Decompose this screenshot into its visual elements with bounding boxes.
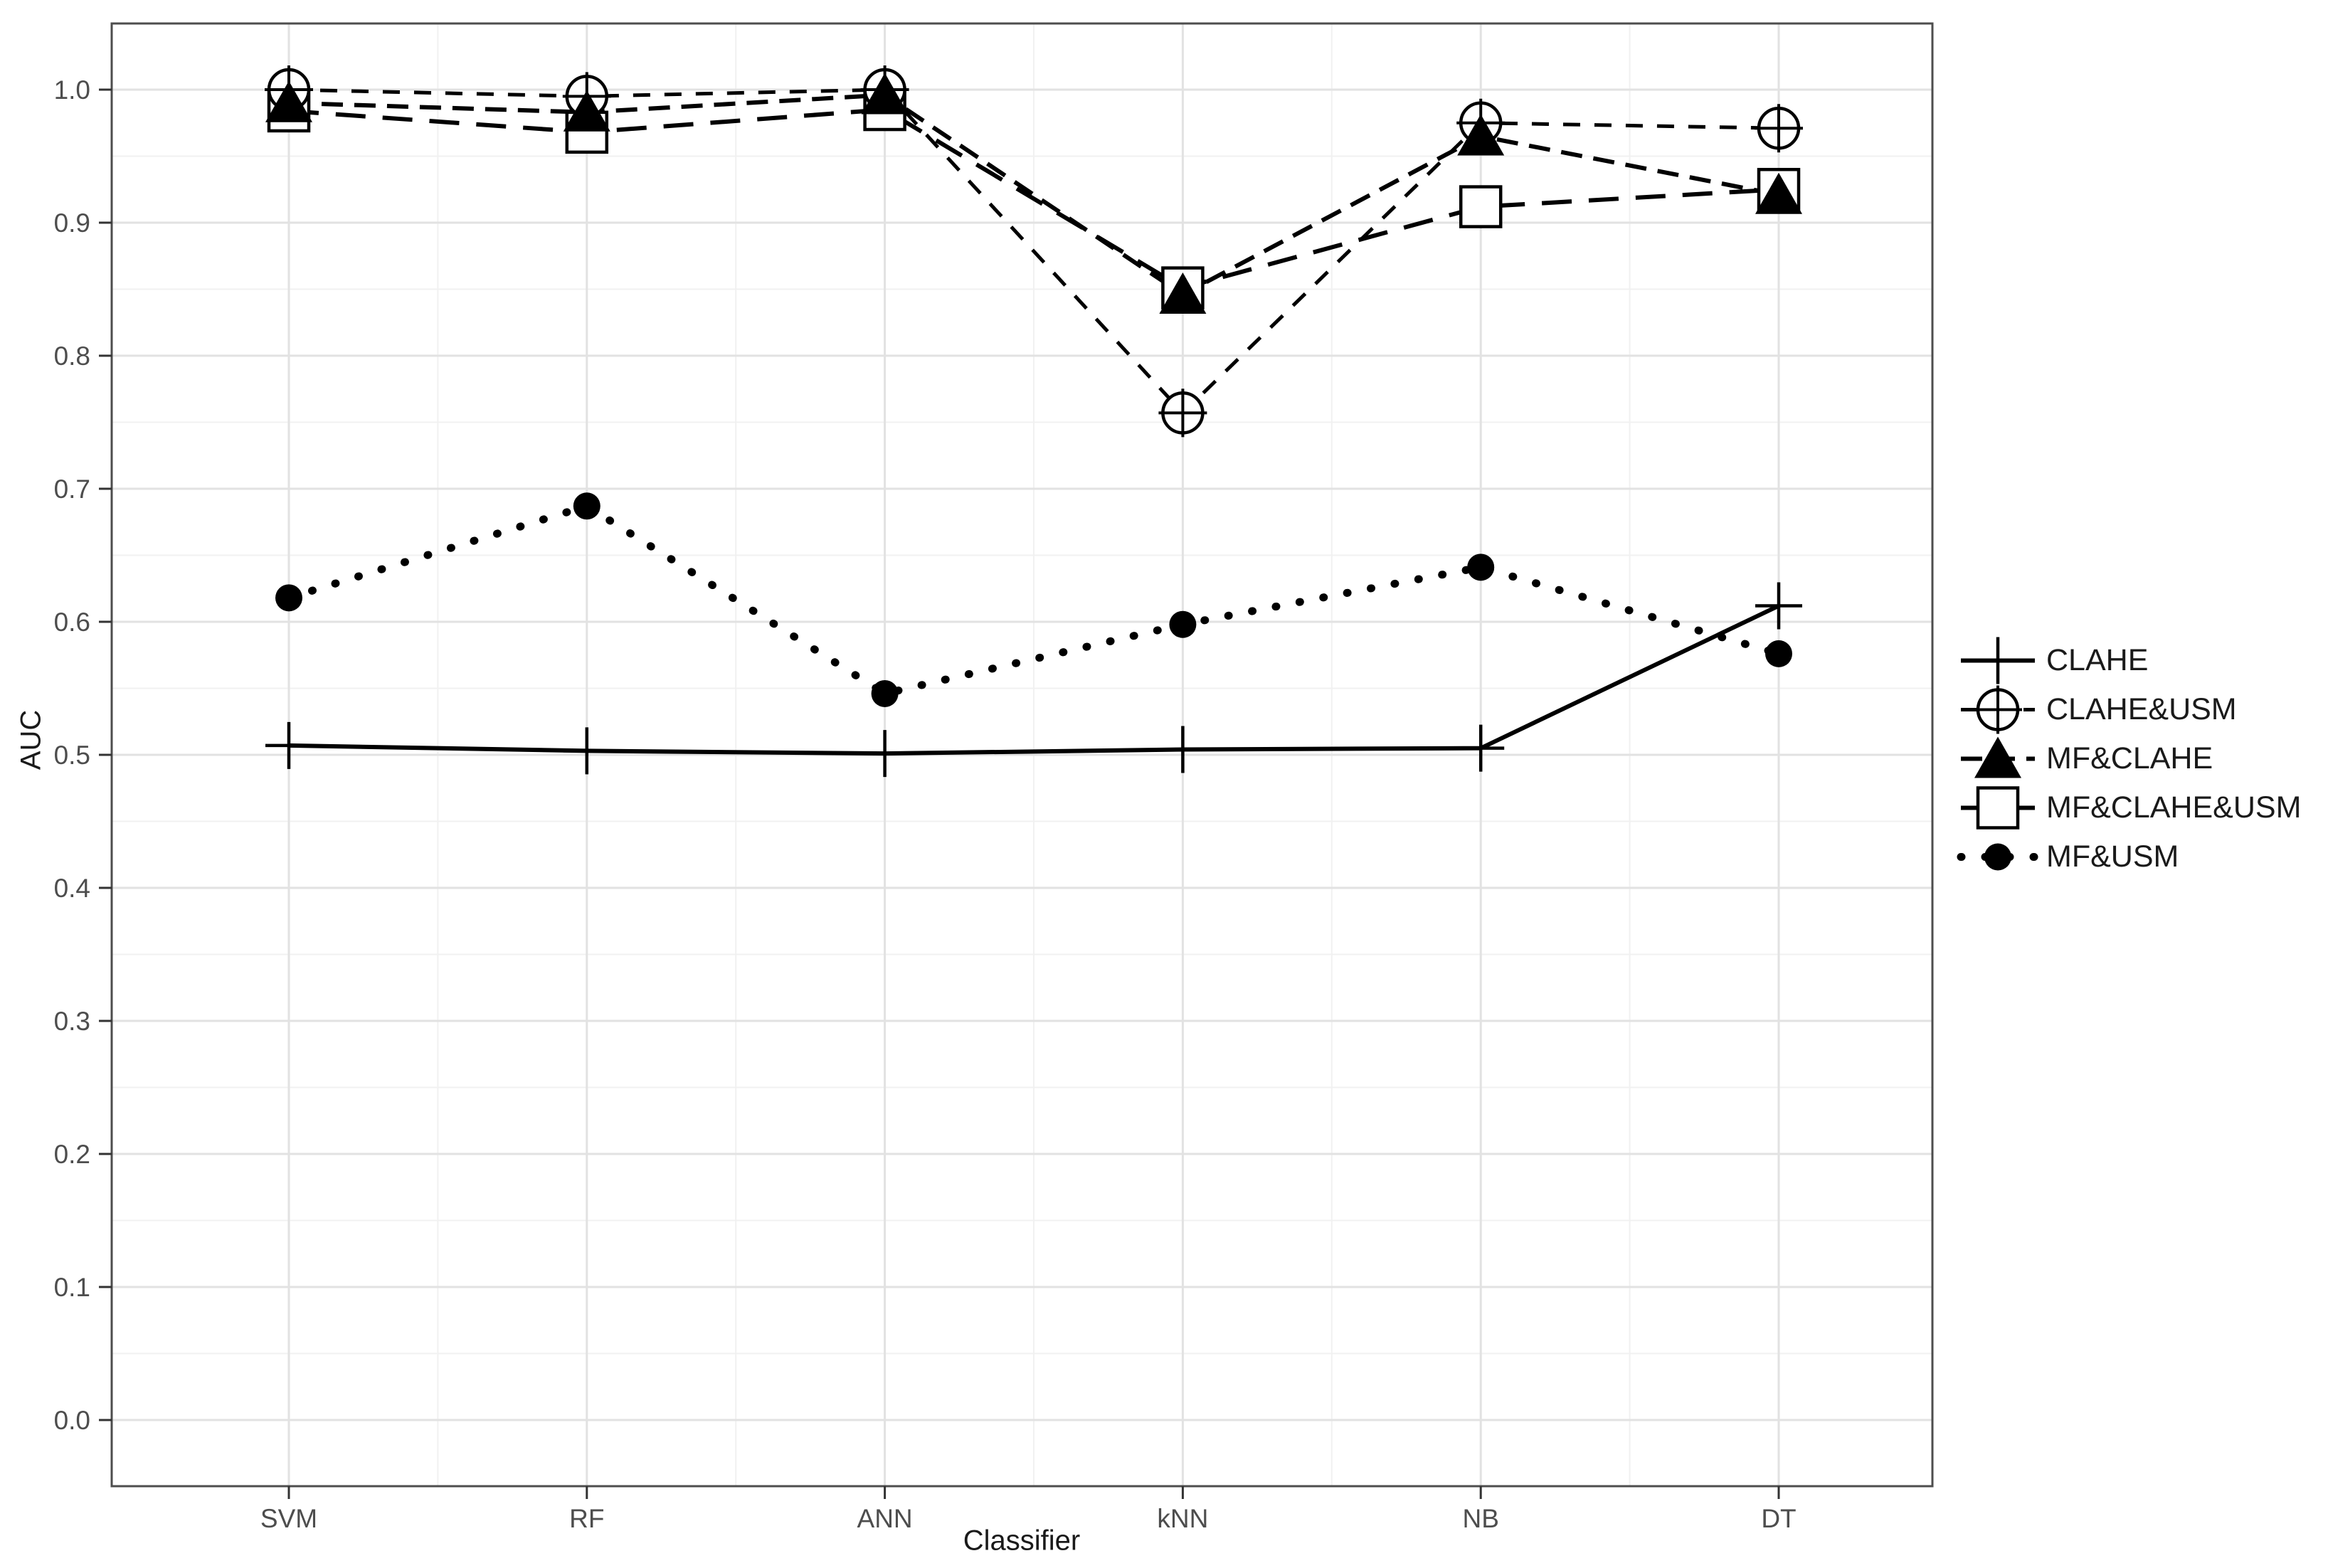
legend-key-square-open <box>1961 786 2035 830</box>
legend-item-clahe-usm: CLAHE&USM <box>1957 685 2301 734</box>
series-line-mf-clahe-usm <box>288 107 1779 290</box>
y-tick-label: 0.1 <box>54 1273 90 1302</box>
legend-key-plus <box>1961 637 2035 684</box>
y-tick-label: 1.0 <box>54 75 90 105</box>
x-tick-label: DT <box>1761 1504 1796 1533</box>
y-tick-label: 0.6 <box>54 608 90 637</box>
legend-item-mf-clahe-usm: MF&CLAHE&USM <box>1957 783 2301 832</box>
y-tick-label: 0.7 <box>54 475 90 504</box>
y-tick-label: 0.5 <box>54 741 90 770</box>
y-axis-title: AUC <box>15 709 47 770</box>
legend-label: CLAHE <box>2046 643 2149 677</box>
x-tick-labels: SVM RF ANN kNN NB DT <box>260 1504 1797 1533</box>
series-markers-mf-usm <box>275 492 1792 707</box>
y-tick-label: 0.2 <box>54 1140 90 1169</box>
y-tick-label: 0.3 <box>54 1007 90 1036</box>
x-axis-title: Classifier <box>963 1525 1081 1557</box>
series-line-mf-clahe <box>288 92 1779 297</box>
legend-item-clahe: CLAHE <box>1957 636 2301 685</box>
y-tick-labels: 0.0 0.1 0.2 0.3 0.4 0.5 0.6 0.7 0.8 0.9 1.0 <box>54 75 90 1435</box>
legend-label: MF&CLAHE&USM <box>2046 790 2302 825</box>
x-tick-label: RF <box>569 1504 604 1533</box>
series-markers-mf-clahe <box>265 73 1802 314</box>
gridlines-major <box>112 23 1932 1486</box>
y-tick-label: 0.4 <box>54 874 90 903</box>
series-line-clahe <box>288 603 1780 756</box>
y-tick-label: 0.8 <box>54 341 90 371</box>
x-tick-label: NB <box>1462 1504 1498 1533</box>
legend-label: MF&USM <box>2046 839 2179 874</box>
y-tick-label: 0.9 <box>54 208 90 238</box>
legend-key-circle-cross <box>1961 685 2035 734</box>
legend-item-mf-usm: MF&USM <box>1957 832 2301 881</box>
x-tick-label: ANN <box>857 1504 913 1533</box>
legend-item-mf-clahe: MF&CLAHE <box>1957 734 2301 783</box>
legend-label: CLAHE&USM <box>2046 692 2237 726</box>
legend-key-triangle-filled <box>1961 736 2035 778</box>
series-line-clahe-usm <box>288 88 1779 415</box>
x-tick-label: SVM <box>260 1504 317 1533</box>
x-tick-label: kNN <box>1157 1504 1208 1533</box>
legend-label: MF&CLAHE <box>2046 741 2213 775</box>
y-tick-label: 0.0 <box>54 1406 90 1435</box>
legend-key-circle-filled <box>1957 843 2039 871</box>
axis-ticks <box>99 88 1780 1499</box>
series-markers-clahe <box>265 582 1802 778</box>
legend: CLAHE CLAHE&USM MF&CLAHE MF&CLAHE&USM MF&USM <box>1957 636 2301 881</box>
